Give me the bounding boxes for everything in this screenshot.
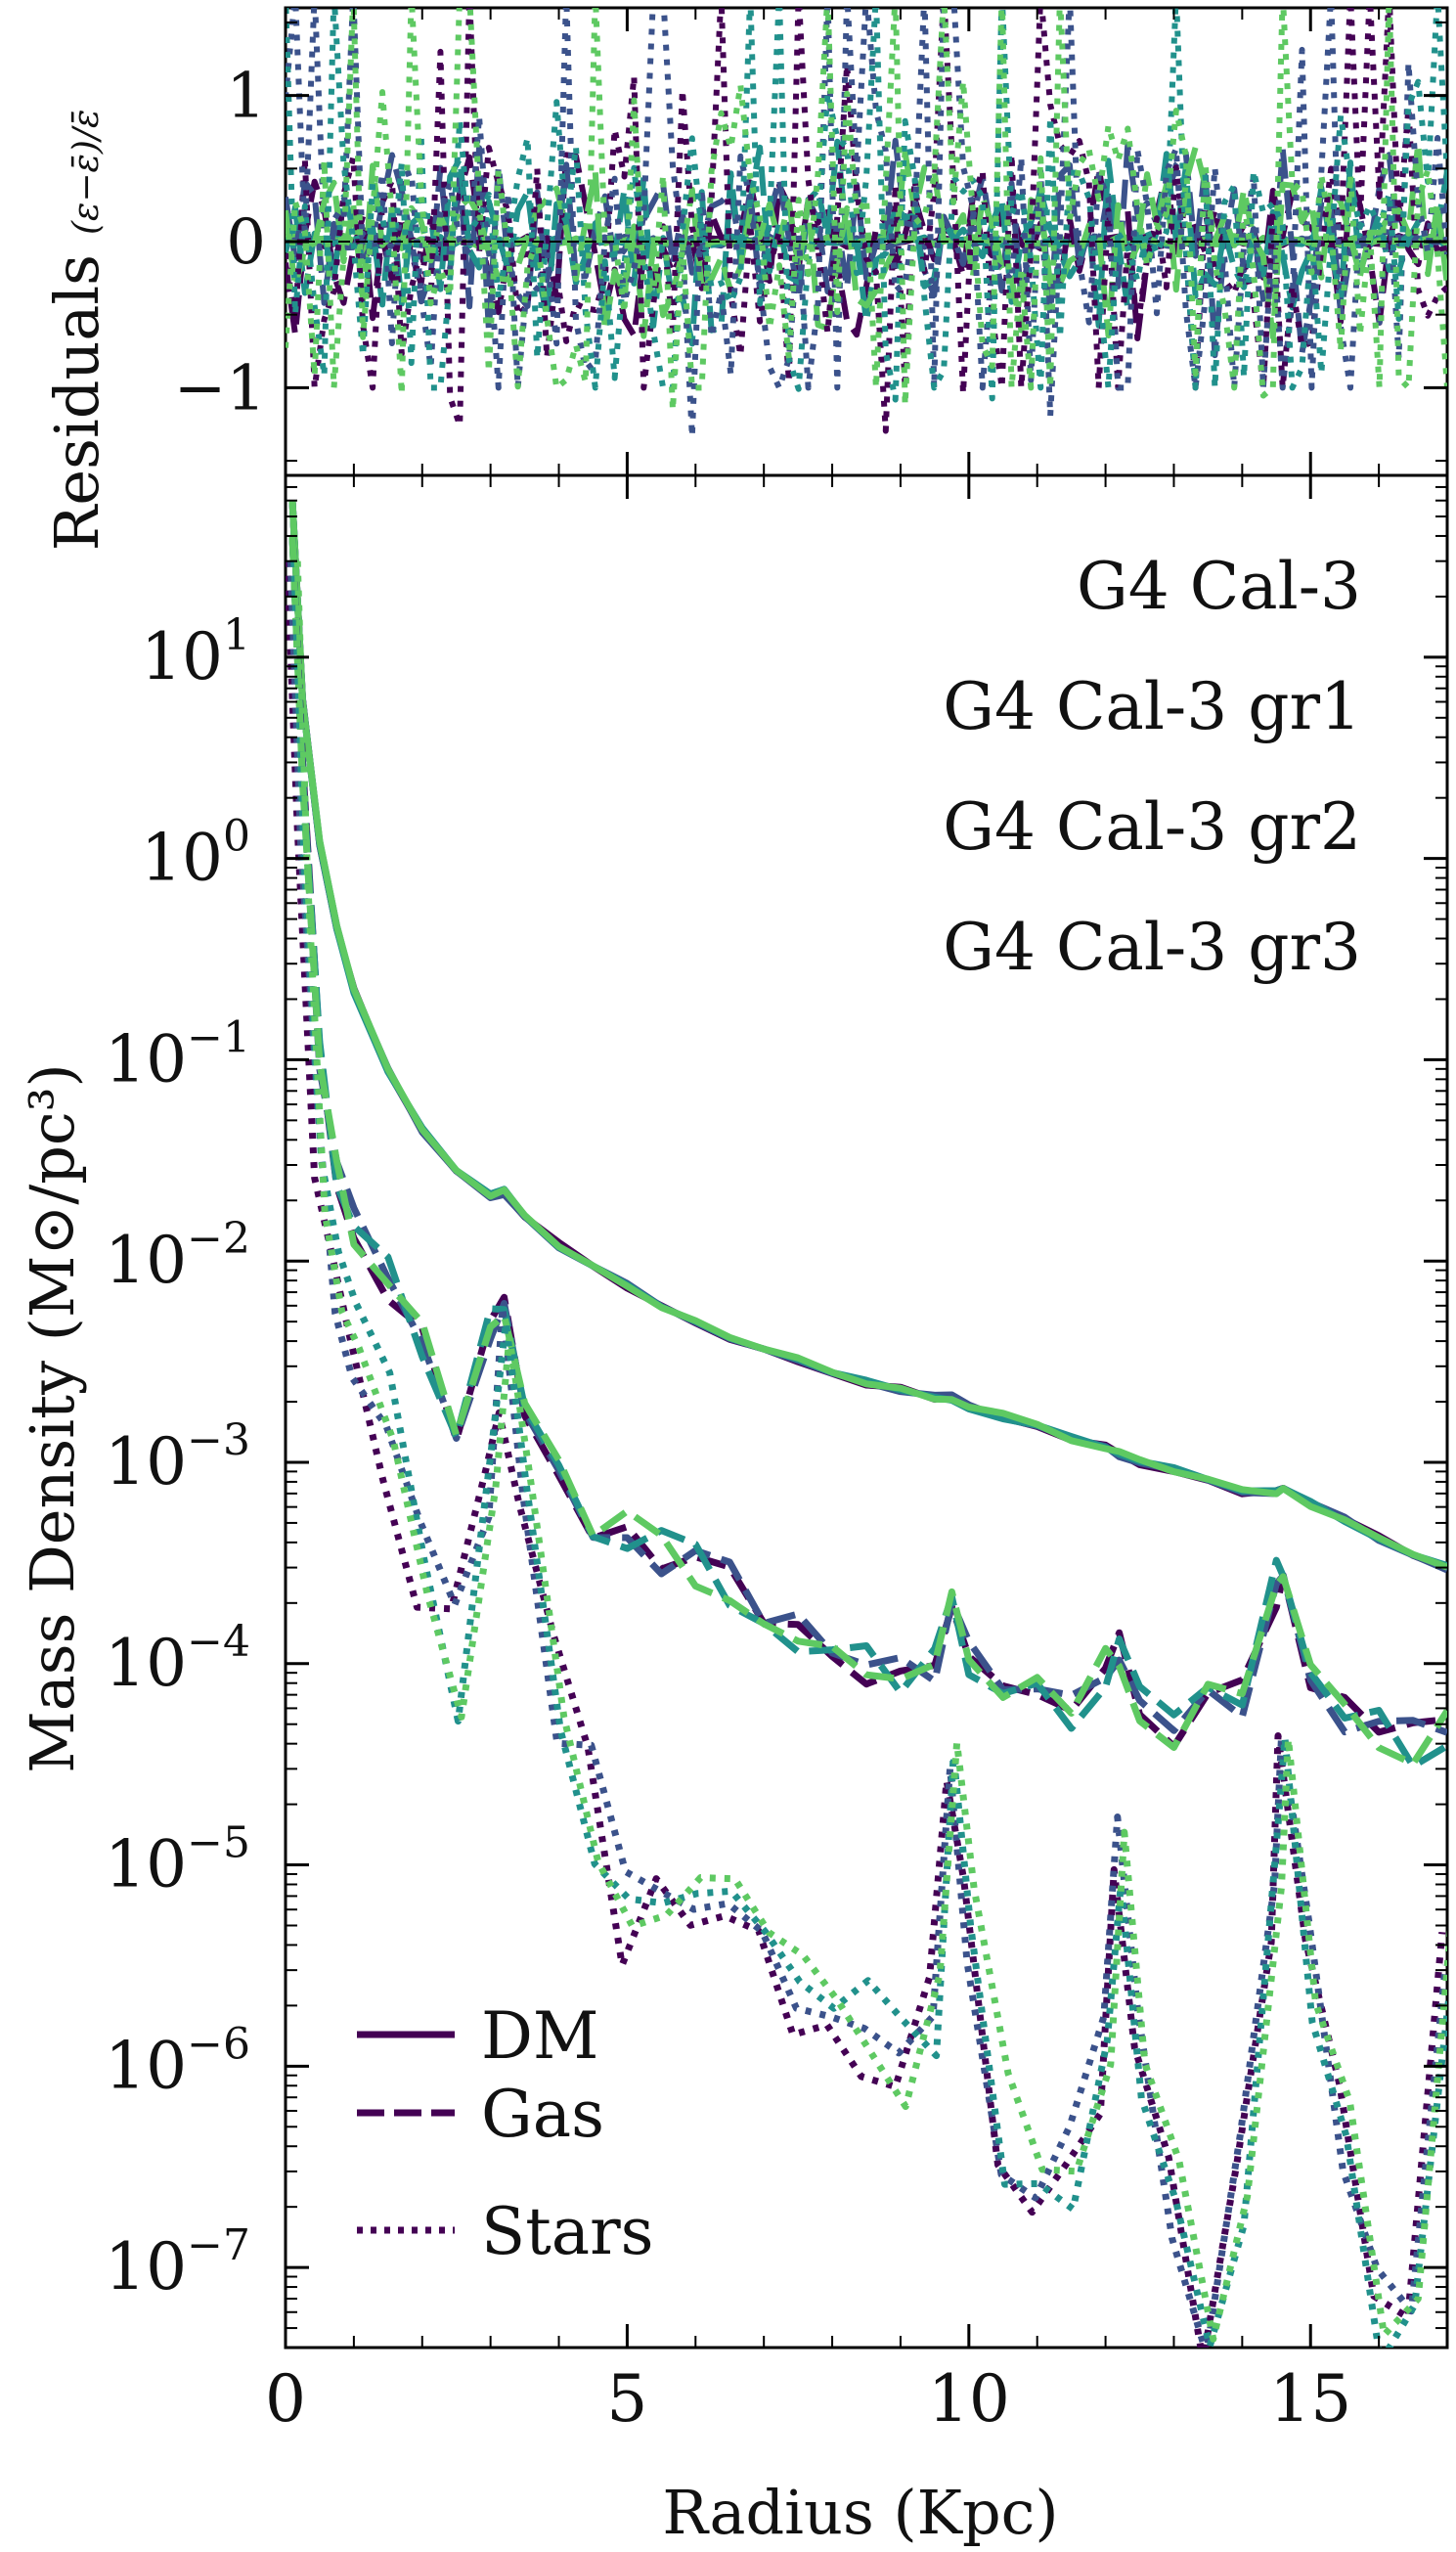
res-ytick-label-1: 0 xyxy=(226,206,266,279)
density-line-stars-2 xyxy=(290,560,1447,2348)
den-ytick-label-1: 10−6 xyxy=(105,2019,250,2103)
density-curves xyxy=(286,500,1447,2348)
residuals-ylabel: Residuals (ε−ε̄)/ε̄ xyxy=(41,110,112,552)
model-legend: G4 Cal-3 G4 Cal-3 gr1 G4 Cal-3 gr2 G4 Ca… xyxy=(943,549,1361,985)
res-ytick-label-2: 1 xyxy=(226,61,266,133)
density-frame xyxy=(284,473,1449,2350)
den-xtick-label-1: 5 xyxy=(606,2361,647,2437)
density-ylabel: Mass Density (M⊙/pc³) xyxy=(17,1063,88,1772)
legend-model-1: G4 Cal-3 gr1 xyxy=(943,669,1361,744)
density-line-stars-3 xyxy=(293,560,1447,2343)
residual-line-gas-2 xyxy=(286,138,1447,347)
density-panel: 0 5 10 15 10−7 10−6 10−5 10−4 10−3 10−2 10−1 100 101… xyxy=(17,473,1449,2548)
density-line-stars-0 xyxy=(286,560,1446,2348)
den-ytick-label-6: 10−1 xyxy=(105,1012,250,1097)
density-line-dm-3 xyxy=(288,500,1447,1571)
density-line-stars-1 xyxy=(287,560,1447,2348)
x-axis-label: Radius (Kpc) xyxy=(662,2477,1058,2548)
legend-model-3: G4 Cal-3 gr3 xyxy=(943,910,1361,985)
den-ytick-label-4: 10−3 xyxy=(105,1415,250,1500)
den-xtick-label-2: 10 xyxy=(928,2361,1010,2437)
legend-stars-label: Stars xyxy=(481,2194,654,2269)
den-xtick-label-3: 15 xyxy=(1269,2361,1351,2437)
residuals-ylabel-text: Residuals xyxy=(41,254,112,551)
legend-dm-label: DM xyxy=(481,1998,599,2074)
density-line-gas-3 xyxy=(288,535,1447,1768)
density-line-gas-1 xyxy=(288,535,1447,1736)
den-ytick-label-0: 10−7 xyxy=(105,2220,250,2305)
legend-gas-label: Gas xyxy=(481,2077,604,2152)
den-ytick-label-3: 10−4 xyxy=(105,1617,250,1701)
den-ytick-label-5: 10−2 xyxy=(105,1214,250,1298)
density-ticks: 0 5 10 15 10−7 10−6 10−5 10−4 10−3 10−2 10−1 100 101 xyxy=(105,474,1448,2437)
residual-ticks: −1 0 1 xyxy=(174,8,1448,475)
residuals-ylabel-math: (ε−ε̄)/ε̄ xyxy=(66,110,107,235)
den-xtick-label-0: 0 xyxy=(265,2361,306,2437)
legend-model-0: G4 Cal-3 xyxy=(1077,549,1361,624)
den-ytick-label-7: 100 xyxy=(141,812,250,896)
den-ytick-label-2: 10−5 xyxy=(105,1818,250,1903)
den-ytick-label-8: 101 xyxy=(141,610,250,694)
residual-line-stars-0 xyxy=(286,8,1447,434)
density-line-gas-2 xyxy=(288,535,1447,1770)
component-legend: DM Gas Stars xyxy=(357,1998,654,2269)
res-ytick-label-0: −1 xyxy=(174,352,266,425)
legend-model-2: G4 Cal-3 gr2 xyxy=(943,789,1361,865)
residual-curves xyxy=(286,8,1447,440)
residuals-panel: −1 0 1 Residuals (ε−ε̄)/ε̄ xyxy=(41,6,1449,552)
